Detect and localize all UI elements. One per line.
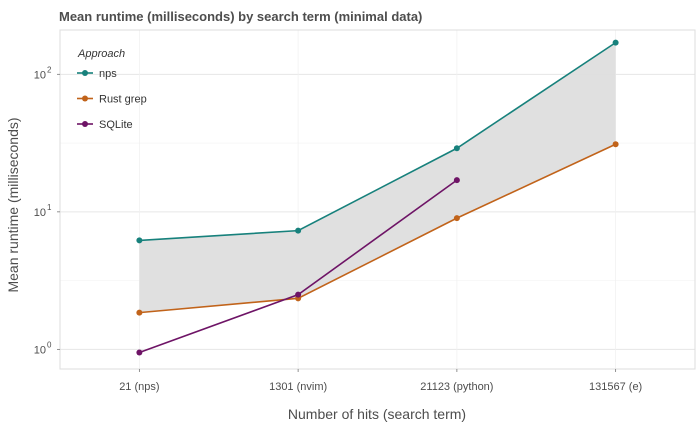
legend-label-sqlite: SQLite — [99, 119, 133, 131]
x-tick-label: 131567 (e) — [589, 381, 642, 393]
y-tick-exponent: 0 — [47, 340, 52, 349]
data-point-sqlite — [295, 291, 302, 298]
data-point-nps — [295, 227, 302, 234]
data-point-nps — [136, 237, 143, 244]
x-axis-title: Number of hits (search term) — [288, 406, 466, 422]
legend-label-rust-grep: Rust grep — [99, 94, 147, 106]
y-tick-label: 10 — [34, 69, 46, 81]
x-tick-label: 1301 (nvim) — [269, 381, 327, 393]
series-line-rust-grep — [139, 143, 616, 314]
legend-key-point-sqlite — [82, 121, 88, 127]
data-point-nps — [453, 145, 460, 152]
data-point-sqlite — [136, 349, 143, 356]
panel-border — [59, 29, 696, 370]
y-tick-label: 10 — [34, 344, 46, 356]
x-tick-label: 21 (nps) — [119, 381, 159, 393]
data-point-rust-grep — [612, 141, 619, 148]
ribbon-area — [139, 42, 616, 313]
data-point-nps — [612, 39, 619, 46]
x-tick-label: 21123 (python) — [420, 381, 493, 393]
data-point-rust-grep — [136, 309, 143, 316]
legend-key-point-rust-grep — [82, 95, 88, 102]
series-layer — [136, 39, 619, 356]
legend: Approach nps Rust grep SQLite — [77, 48, 147, 131]
y-tick-exponent: 2 — [47, 65, 52, 74]
ribbon-layer — [139, 42, 616, 313]
legend-label-nps: nps — [99, 68, 117, 80]
y-tick-exponent: 1 — [47, 203, 52, 212]
legend-key-point-nps — [82, 70, 88, 76]
data-point-rust-grep — [453, 215, 460, 222]
y-tick-label: 10 — [34, 207, 46, 219]
legend-title: Approach — [77, 48, 125, 60]
data-point-sqlite — [453, 177, 460, 184]
y-axis-title: Mean runtime (milliseconds) — [5, 117, 21, 292]
series-line-nps — [139, 41, 617, 242]
x-axis-ticks: 21 (nps) 1301 (nvim) 21123 (python) 131567 … — [119, 369, 642, 393]
chart-title: Mean runtime (milliseconds) by search te… — [59, 9, 422, 24]
